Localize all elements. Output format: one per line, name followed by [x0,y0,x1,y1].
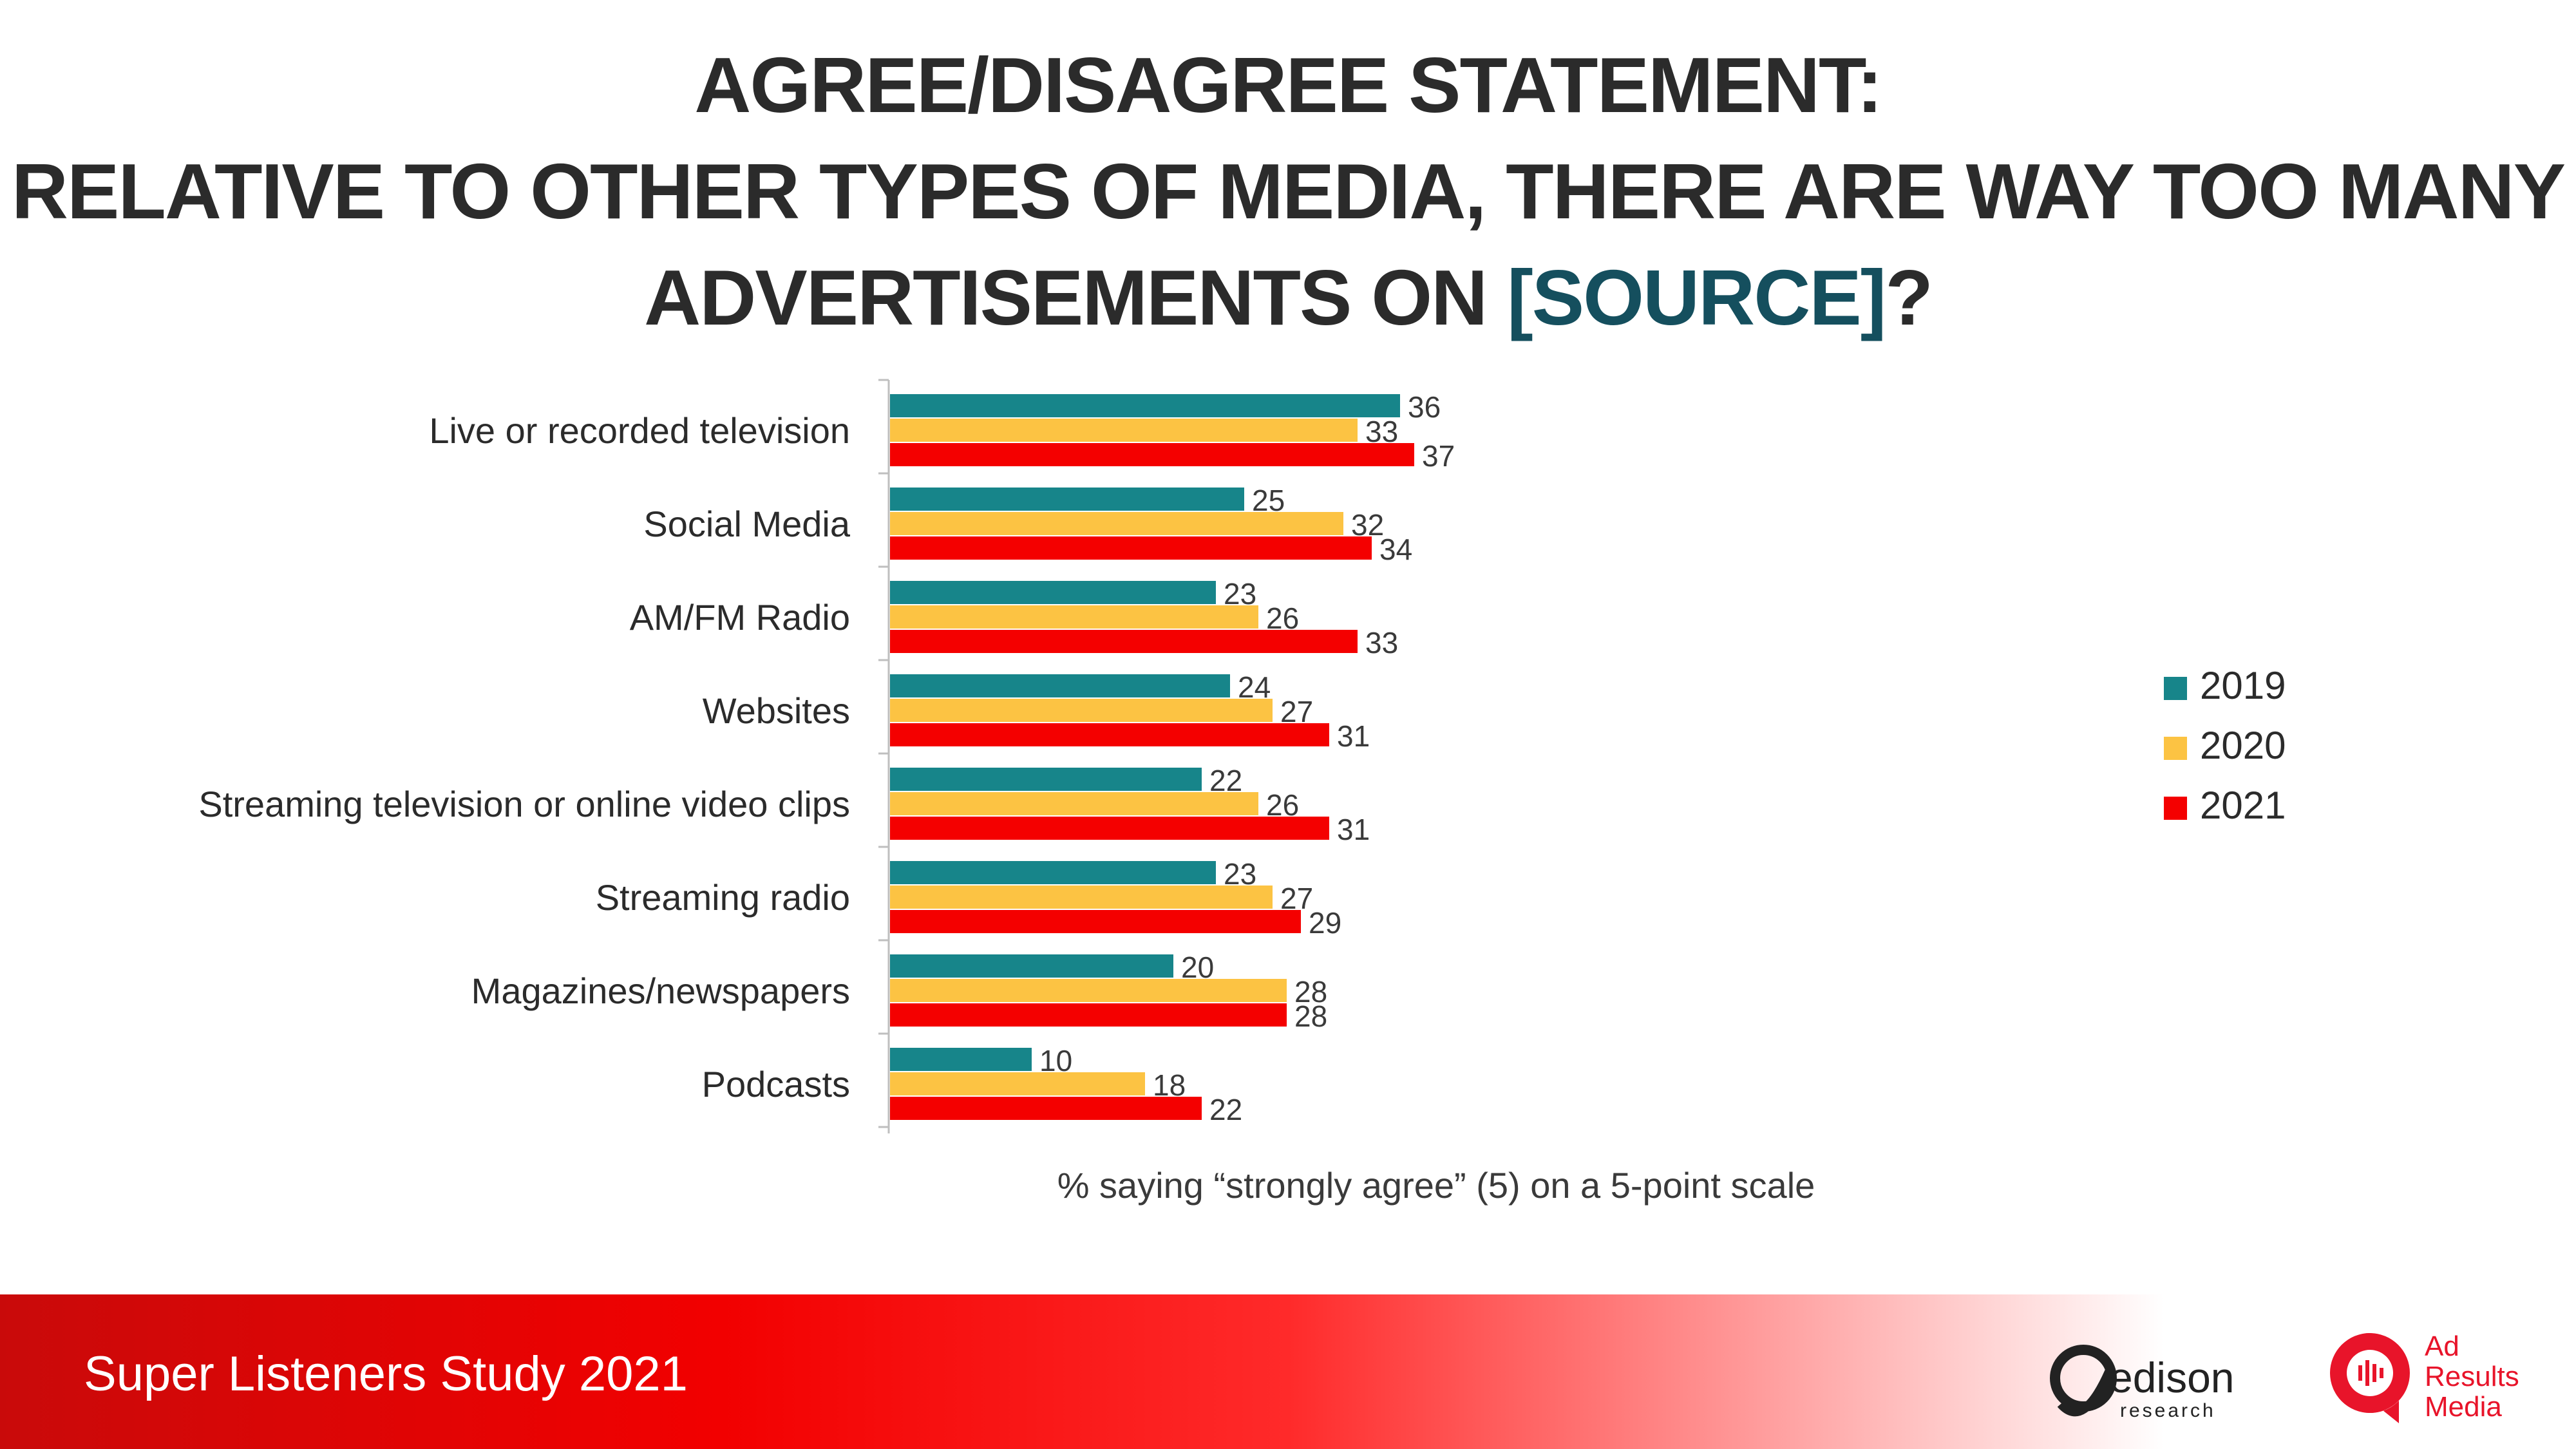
category-label: Podcasts [702,1064,850,1104]
category-label: Streaming radio [596,877,850,918]
data-label-2021: 33 [1365,626,1398,659]
bar-2019 [890,861,1216,884]
bar-2020 [890,886,1273,909]
edison-wordmark: edison [2109,1354,2235,1401]
category-label: AM/FM Radio [630,597,850,638]
data-label-2019: 22 [1209,764,1242,797]
data-label-2020: 28 [1294,975,1327,1009]
bar-2019 [890,954,1173,978]
data-label-2020: 27 [1280,695,1313,728]
bar-2020 [890,979,1287,1002]
data-label-2019: 24 [1238,670,1271,704]
data-label-2020: 26 [1266,788,1299,822]
ad-results-line-1: Ad [2425,1331,2459,1362]
category-label: Social Media [643,504,850,544]
data-label-2019: 25 [1252,484,1285,517]
legend-label-2021: 2021 [2200,784,2286,827]
bar-chart: Live or recorded television 36 33 37 Social … [198,379,2286,1206]
legend-label-2020: 2020 [2200,724,2286,767]
category-label: Websites [703,690,850,731]
edison-research-logo: edison research [2050,1345,2235,1421]
title-line-3-end: ? [1885,254,1933,341]
bar-2020 [890,792,1258,815]
data-label-2019: 23 [1224,577,1256,611]
bar-2019 [890,674,1230,697]
bar-2021 [890,910,1301,933]
data-label-2021: 37 [1422,439,1455,473]
ad-results-line-2: Results [2425,1361,2519,1392]
footer-banner: Super Listeners Study 2021 edison resear… [0,1294,2576,1449]
ad-results-line-3: Media [2425,1391,2502,1423]
data-label-2019: 10 [1039,1044,1072,1077]
x-axis-label: % saying “strongly agree” (5) on a 5-poi… [1057,1165,1815,1206]
data-label-2020: 27 [1280,882,1313,915]
data-label-2019: 36 [1408,390,1441,424]
bar-2021 [890,723,1329,746]
legend-swatch-2019 [2164,677,2187,700]
data-label-2020: 32 [1351,508,1384,542]
chart-title: AGREE/DISAGREE STATEMENT: RELATIVE TO OT… [0,32,2576,351]
data-label-2021: 28 [1294,999,1327,1033]
data-label-2021: 31 [1337,719,1370,753]
bar-2021 [890,1003,1287,1027]
bar-2019 [890,488,1244,511]
category-label: Magazines/newspapers [471,971,850,1011]
data-label-2021: 34 [1379,533,1412,566]
footer-study-name: Super Listeners Study 2021 [84,1347,688,1401]
bar-2020 [890,419,1358,442]
data-label-2020: 26 [1266,601,1299,635]
legend-label-2019: 2019 [2200,664,2286,707]
bar-2019 [890,768,1202,791]
data-label-2020: 18 [1153,1068,1186,1102]
bar-2019 [890,581,1216,604]
bar-2021 [890,443,1414,466]
data-label-2020: 33 [1365,415,1398,448]
legend-swatch-2021 [2164,797,2187,820]
title-line-3-start: ADVERTISEMENTS ON [644,254,1508,341]
bar-2020 [890,1072,1145,1095]
data-label-2019: 20 [1181,951,1214,984]
bar-2019 [890,1048,1032,1071]
ad-results-media-logo: Ad Results Media [2330,1331,2519,1423]
title-source-highlight: [SOURCE] [1507,254,1886,341]
bar-2021 [890,1097,1202,1120]
data-label-2021: 22 [1209,1093,1242,1126]
category-label: Streaming television or online video cli… [198,784,850,824]
edison-subtext: research [2120,1400,2216,1421]
bar-2020 [890,512,1343,535]
bar-2019 [890,394,1400,417]
bar-2020 [890,605,1258,629]
bar-2021 [890,536,1372,560]
bar-2020 [890,699,1273,722]
category-label: Live or recorded television [429,410,850,451]
title-line-3: ADVERTISEMENTS ON [SOURCE]? [0,245,2576,351]
bar-2021 [890,630,1358,653]
bar-2021 [890,817,1329,840]
data-label-2019: 23 [1224,857,1256,891]
title-line-2: RELATIVE TO OTHER TYPES OF MEDIA, THERE … [11,147,2566,235]
data-label-2021: 29 [1309,906,1341,940]
title-line-1: AGREE/DISAGREE STATEMENT: [694,41,1882,129]
data-label-2021: 31 [1337,813,1370,846]
legend-swatch-2020 [2164,737,2187,760]
